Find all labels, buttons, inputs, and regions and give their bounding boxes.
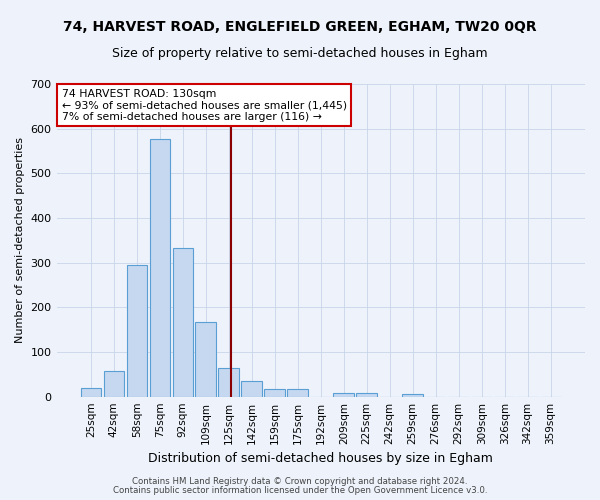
Bar [127,265,147,396]
Bar [265,388,285,396]
Bar [173,248,193,396]
Text: Size of property relative to semi-detached houses in Egham: Size of property relative to semi-detach… [112,48,488,60]
Bar [403,394,423,396]
Bar [196,322,216,396]
Text: Contains HM Land Registry data © Crown copyright and database right 2024.: Contains HM Land Registry data © Crown c… [132,477,468,486]
Y-axis label: Number of semi-detached properties: Number of semi-detached properties [15,138,25,344]
Bar [241,380,262,396]
Bar [356,392,377,396]
Bar [149,139,170,396]
Bar [334,393,354,396]
Bar [104,371,124,396]
X-axis label: Distribution of semi-detached houses by size in Egham: Distribution of semi-detached houses by … [148,452,493,465]
Text: Contains public sector information licensed under the Open Government Licence v3: Contains public sector information licen… [113,486,487,495]
Bar [80,388,101,396]
Text: 74 HARVEST ROAD: 130sqm
← 93% of semi-detached houses are smaller (1,445)
7% of : 74 HARVEST ROAD: 130sqm ← 93% of semi-de… [62,88,347,122]
Bar [218,368,239,396]
Text: 74, HARVEST ROAD, ENGLEFIELD GREEN, EGHAM, TW20 0QR: 74, HARVEST ROAD, ENGLEFIELD GREEN, EGHA… [63,20,537,34]
Bar [287,389,308,396]
